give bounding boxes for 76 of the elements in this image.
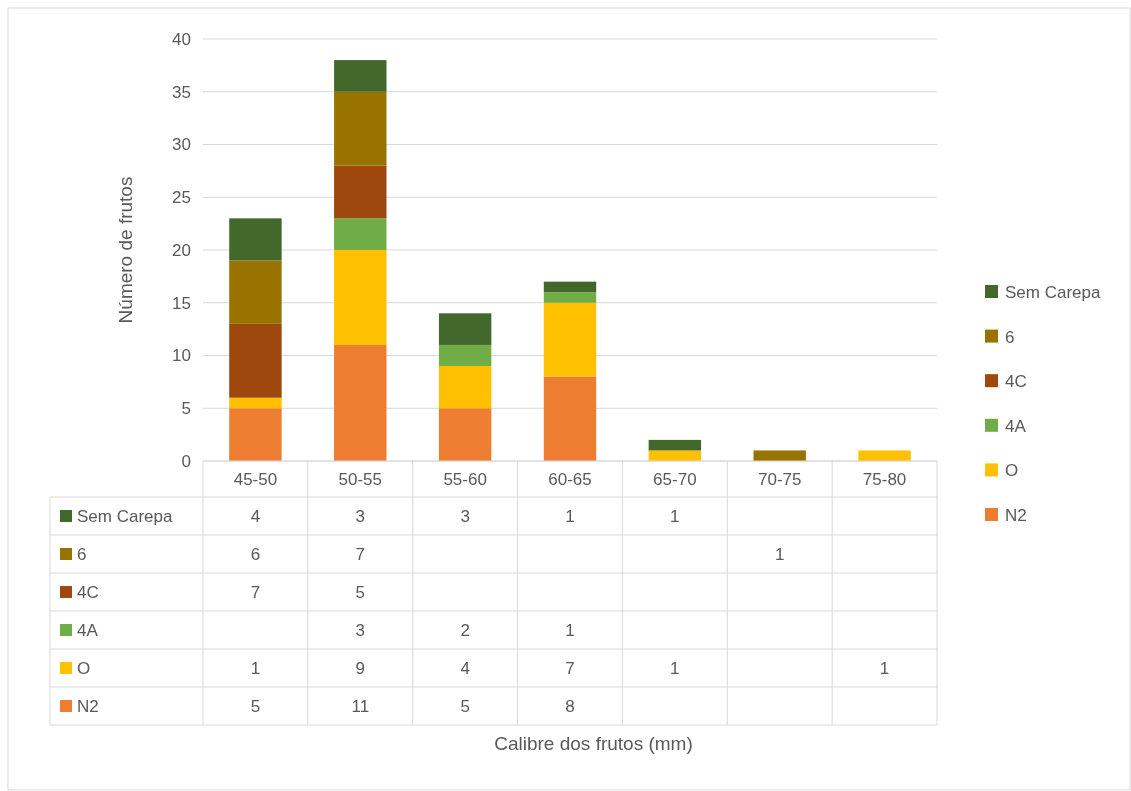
- x-tick-label: 60-65: [548, 469, 592, 489]
- y-axis-title: Número de frutos: [115, 176, 136, 324]
- bar: [648, 439, 702, 451]
- bar: [543, 302, 597, 377]
- legend-label: 4C: [77, 582, 99, 602]
- bar: [438, 408, 492, 461]
- bar: [543, 292, 597, 303]
- data-label: 5: [250, 696, 261, 716]
- y-tick-label: 40: [172, 29, 191, 49]
- y-tick-label: 25: [172, 188, 191, 208]
- data-label: 8: [565, 696, 575, 716]
- legend-label: O: [1005, 461, 1019, 481]
- data-label: 3: [355, 620, 366, 640]
- bar: [858, 450, 911, 461]
- y-tick-label: 5: [181, 399, 191, 419]
- data-label: 1: [565, 506, 575, 526]
- data-label: 1: [879, 658, 890, 678]
- data-label: 1: [670, 658, 680, 678]
- data-label: 4: [460, 658, 470, 678]
- bar: [753, 450, 806, 461]
- y-tick-label: 15: [172, 293, 191, 313]
- y-tick-label: 35: [172, 82, 191, 102]
- y-tick-label: 0: [181, 451, 191, 471]
- text: 4A: [1005, 416, 1026, 436]
- data-label: 5: [355, 582, 366, 602]
- data-label: 5: [460, 696, 470, 716]
- text: Sem Carepa: [1005, 282, 1101, 302]
- data-label: 1: [565, 620, 575, 640]
- bar: [229, 218, 282, 261]
- bar: [334, 60, 387, 92]
- bar: [543, 376, 597, 461]
- data-label: 3: [460, 506, 470, 526]
- text: Calibre dos frutos (mm): [494, 733, 693, 754]
- data-label: 3: [355, 506, 366, 526]
- bar: [334, 344, 387, 461]
- y-tick-label: 30: [172, 135, 191, 155]
- bar: [334, 250, 387, 345]
- text: 4C: [1005, 372, 1027, 392]
- bar: [229, 323, 282, 398]
- bar: [229, 408, 282, 461]
- legend-label: 4A: [77, 620, 99, 640]
- text: N2: [1005, 505, 1027, 525]
- legend-label: N2: [77, 696, 99, 716]
- text: O: [77, 658, 91, 678]
- data-label: 2: [460, 620, 470, 640]
- bar: [334, 218, 387, 250]
- x-tick-label: 45-50: [233, 469, 278, 489]
- data-label: 1: [670, 506, 680, 526]
- y-tick-label: 20: [172, 240, 191, 260]
- bar: [229, 397, 282, 409]
- x-tick-label: 55-60: [443, 469, 487, 489]
- x-tick-label: 50-55: [338, 469, 383, 489]
- bar: [648, 450, 702, 461]
- bar: [229, 260, 282, 324]
- y-tick-label: 10: [172, 346, 191, 366]
- data-label: 1: [774, 544, 785, 564]
- x-tick-label: 75-80: [862, 469, 907, 489]
- text: 6: [1005, 327, 1015, 347]
- bar: [334, 91, 387, 166]
- bar: [438, 313, 492, 345]
- x-tick-label: 70-75: [757, 469, 802, 489]
- legend-label: 6: [77, 544, 87, 564]
- legend-label: Sem Carepa: [77, 506, 173, 526]
- bar: [438, 344, 492, 367]
- x-tick-label: 65-70: [653, 469, 697, 489]
- bar: [438, 366, 492, 409]
- data-label: 7: [355, 544, 366, 564]
- data-label: 7: [250, 582, 261, 602]
- data-label: 6: [250, 544, 261, 564]
- bar: [543, 281, 597, 293]
- bar: [334, 165, 387, 219]
- data-label: 1: [250, 658, 261, 678]
- data-label: 11: [351, 696, 370, 716]
- data-label: 7: [565, 658, 575, 678]
- data-label: 9: [355, 658, 366, 678]
- data-label: 4: [250, 506, 261, 526]
